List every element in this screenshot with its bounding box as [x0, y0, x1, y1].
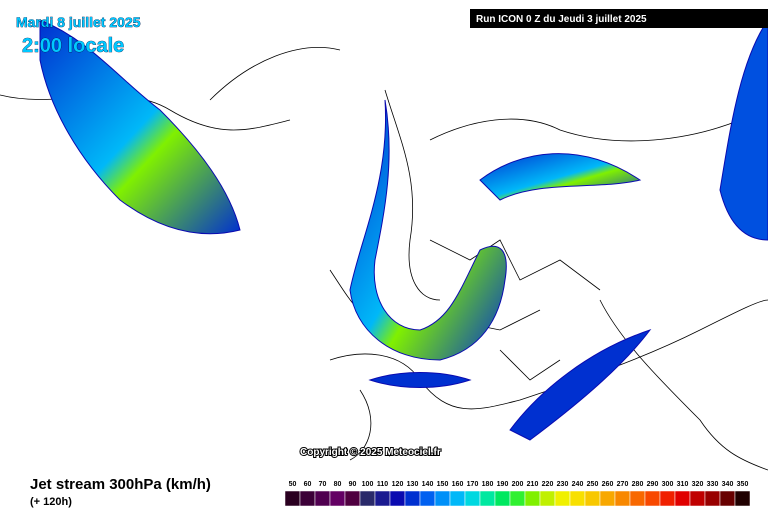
- legend-label: 310: [677, 481, 689, 488]
- legend-label: 70: [319, 481, 327, 488]
- legend-swatch: [494, 490, 511, 507]
- legend-swatch: [449, 490, 466, 507]
- jet-core: [509, 329, 652, 441]
- legend-swatch: [539, 490, 556, 507]
- legend-label: 80: [334, 481, 342, 488]
- copyright: Copyright © 2025 Meteociel.fr: [300, 447, 441, 458]
- legend-label: 220: [542, 481, 554, 488]
- footer-title: Jet stream 300hPa (km/h): [30, 476, 211, 493]
- legend-swatch: [659, 490, 676, 507]
- legend-label: 160: [452, 481, 464, 488]
- legend-swatch: [629, 490, 646, 507]
- valid-time: 2:00 locale: [22, 35, 124, 57]
- legend-swatch: [584, 490, 601, 507]
- legend-label: 300: [662, 481, 674, 488]
- legend-swatch: [434, 490, 451, 507]
- legend-swatch: [719, 490, 736, 507]
- legend-swatch: [704, 490, 721, 507]
- legend-label: 350: [737, 481, 749, 488]
- legend-label: 210: [527, 481, 539, 488]
- legend-label: 110: [377, 481, 388, 488]
- legend-swatch: [569, 490, 586, 507]
- run-box: [470, 9, 768, 28]
- legend-label: 320: [692, 481, 704, 488]
- legend-swatch: [404, 490, 421, 507]
- legend-swatch: [284, 490, 301, 507]
- legend-label: 260: [602, 481, 614, 488]
- jet-core: [479, 153, 642, 201]
- run-label: Run ICON 0 Z du Jeudi 3 juillet 2025: [476, 14, 647, 25]
- legend-label: 230: [557, 481, 569, 488]
- legend-label: 280: [632, 481, 644, 488]
- legend-swatch: [359, 490, 376, 507]
- legend-swatch: [599, 490, 616, 507]
- legend-swatch: [419, 490, 436, 507]
- legend-label: 340: [722, 481, 734, 488]
- legend-label: 330: [707, 481, 719, 488]
- legend-label: 60: [304, 481, 312, 488]
- legend-swatch: [644, 490, 661, 507]
- jet-streams: [39, 19, 768, 441]
- legend-label: 180: [482, 481, 494, 488]
- legend-label: 170: [467, 481, 479, 488]
- legend-swatch: [479, 490, 496, 507]
- legend-swatch: [689, 490, 706, 507]
- legend-label: 250: [587, 481, 599, 488]
- legend-swatch: [329, 490, 346, 507]
- legend-label: 200: [512, 481, 524, 488]
- legend-label: 290: [647, 481, 659, 488]
- legend-label: 50: [289, 481, 297, 488]
- legend-swatch: [554, 490, 571, 507]
- legend-swatch: [734, 490, 751, 507]
- legend-swatch: [389, 490, 406, 507]
- legend-swatch: [374, 490, 391, 507]
- map-area: [0, 0, 768, 470]
- legend-swatch: [614, 490, 631, 507]
- legend-label: 90: [349, 481, 357, 488]
- legend-label: 190: [497, 481, 509, 488]
- legend: 50 60 70 80 90 100 110 120 130 140 150 160 170 180 190…: [284, 481, 751, 507]
- jet-core: [368, 372, 472, 388]
- jet-core: [349, 99, 507, 361]
- legend-swatch: [299, 490, 316, 507]
- legend-swatch: [314, 490, 331, 507]
- legend-swatch: [344, 490, 361, 507]
- legend-swatch: [509, 490, 526, 507]
- legend-label: 270: [617, 481, 629, 488]
- legend-label: 150: [437, 481, 449, 488]
- legend-label: 240: [572, 481, 584, 488]
- footer-lead: (+ 120h): [30, 496, 72, 508]
- legend-label: 100: [362, 481, 374, 488]
- legend-label: 140: [422, 481, 434, 488]
- legend-swatch: [464, 490, 481, 507]
- jet-core: [39, 19, 241, 235]
- legend-label: 120: [392, 481, 404, 488]
- legend-swatch: [524, 490, 541, 507]
- legend-swatch: [674, 490, 691, 507]
- legend-label: 130: [407, 481, 419, 488]
- valid-date: Mardi 8 juillet 2025: [16, 14, 141, 30]
